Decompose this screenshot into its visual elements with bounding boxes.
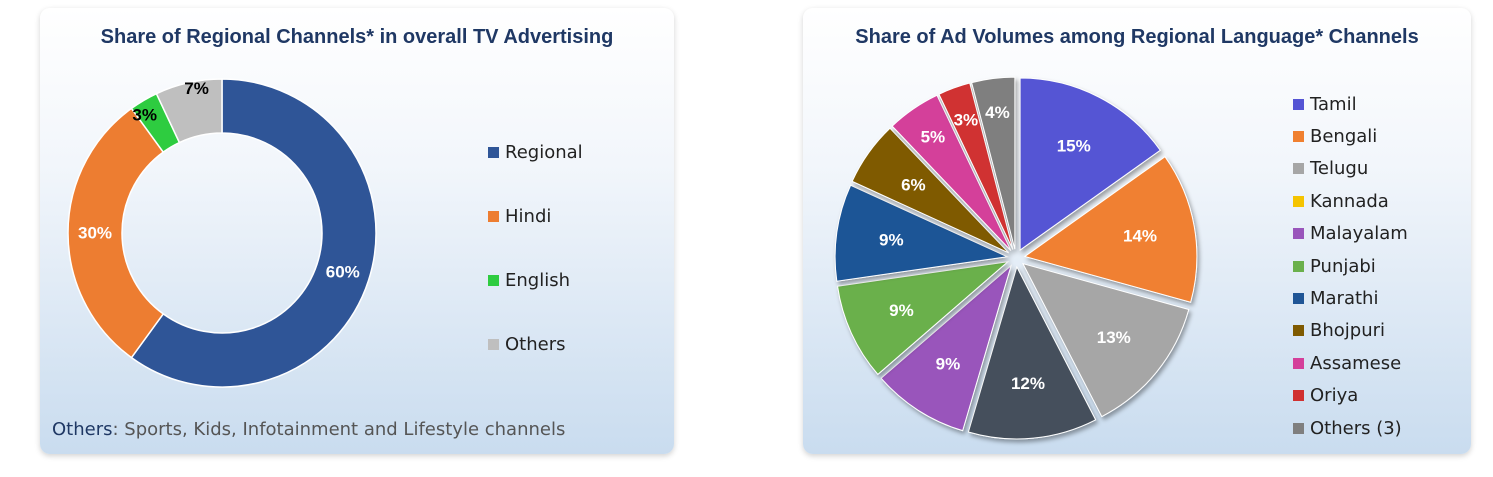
pie-data-label-kannada: 12% (1011, 374, 1045, 393)
legend-item-tamil: Tamil (1293, 88, 1408, 120)
pie-slice-bengali (1023, 155, 1198, 303)
pie-data-label-tamil: 15% (1057, 137, 1091, 156)
legend-label: Others (3) (1310, 417, 1402, 439)
pie-slice-malayalam (880, 264, 1013, 432)
footnote: Others: Sports, Kids, Infotainment and L… (52, 419, 565, 440)
legend-label: Telugu (1310, 158, 1369, 180)
legend-item-hindi: Hindi (488, 184, 583, 248)
donut-slice-hindi (67, 107, 165, 359)
pie-data-label-others-3: 4% (985, 103, 1010, 122)
legend-item-assamese: Assamese (1293, 347, 1408, 379)
donut-slice-regional (130, 78, 377, 388)
footnote-text: : Sports, Kids, Infotainment and Lifesty… (112, 419, 566, 440)
legend-label: Marathi (1310, 288, 1379, 310)
legend-label: English (505, 269, 570, 291)
legend-swatch (1293, 163, 1304, 175)
legend-swatch (1293, 260, 1304, 272)
legend-swatch (488, 338, 499, 350)
pie-slice-bhojpuri (851, 127, 1010, 254)
legend-swatch (1293, 293, 1304, 305)
legend-item-marathi: Marathi (1293, 282, 1408, 314)
legend-swatch (488, 146, 499, 158)
pie-data-label-marathi: 9% (879, 231, 904, 250)
footnote-key: Others (52, 419, 113, 440)
legend-label: Oriya (1310, 385, 1359, 407)
pie-data-label-oriya: 3% (954, 111, 979, 130)
right-chart-panel: Share of Ad Volumes among Regional Langu… (803, 8, 1471, 454)
legend-label: Kannada (1310, 190, 1389, 212)
pie-slice-others-3 (971, 76, 1016, 250)
legend-swatch (1293, 390, 1304, 402)
legend-item-telugu: Telugu (1293, 153, 1408, 185)
legend-swatch (1293, 195, 1304, 207)
left-chart-title: Share of Regional Channels* in overall T… (100, 26, 614, 48)
donut-data-label-english: 3% (132, 106, 157, 125)
legend-swatch (1293, 98, 1304, 110)
donut-chart: 60% 30% 3% 7% (67, 78, 377, 388)
pie-data-label-bengali: 14% (1123, 227, 1157, 246)
pie-data-label-telugu: 13% (1097, 328, 1131, 347)
pie-slice-assamese (891, 94, 1012, 251)
pie-data-label-malayalam: 9% (936, 354, 961, 373)
pie-slice-kannada (967, 265, 1097, 440)
left-chart-panel: Share of Regional Channels* in overall T… (40, 8, 674, 454)
left-chart-legend: Regional Hindi English Others (488, 120, 583, 376)
pie-slice-punjabi (836, 261, 1010, 376)
legend-swatch (1293, 325, 1304, 337)
legend-label: Assamese (1310, 352, 1402, 374)
legend-label: Hindi (505, 205, 552, 227)
pie-data-label-bhojpuri: 6% (901, 175, 926, 194)
legend-label: Regional (505, 141, 583, 163)
legend-label: Bengali (1310, 126, 1378, 148)
pie-slice-tamil (1019, 77, 1161, 251)
legend-item-punjabi: Punjabi (1293, 250, 1408, 282)
legend-item-oriya: Oriya (1293, 380, 1408, 412)
legend-swatch (1293, 422, 1304, 434)
legend-swatch (1293, 228, 1304, 240)
legend-item-bengali: Bengali (1293, 120, 1408, 152)
legend-swatch (488, 274, 499, 286)
pie-slice-telugu (1022, 262, 1190, 418)
legend-item-english: English (488, 248, 583, 312)
legend-label: Bhojpuri (1310, 320, 1386, 342)
legend-label: Others (505, 333, 566, 355)
pie-chart: 15% 14% 13% 12% 9% 9% 9% 6% 5% 3% 4% (834, 76, 1198, 440)
legend-swatch (1293, 131, 1304, 143)
legend-item-regional: Regional (488, 120, 583, 184)
right-chart-legend: Tamil Bengali Telugu Kannada Malayalam Punjab… (1293, 88, 1408, 444)
donut-data-label-hindi: 30% (78, 224, 112, 243)
legend-label: Punjabi (1310, 255, 1376, 277)
pie-data-label-assamese: 5% (921, 128, 946, 147)
pie-slice-oriya (938, 82, 1014, 250)
donut-data-label-others: 7% (184, 79, 209, 98)
legend-swatch (488, 210, 499, 222)
legend-item-others: Others (488, 312, 583, 376)
legend-swatch (1293, 357, 1304, 369)
legend-label: Tamil (1310, 93, 1357, 115)
legend-label: Malayalam (1310, 223, 1408, 245)
legend-item-malayalam: Malayalam (1293, 218, 1408, 250)
donut-data-label-regional: 60% (326, 263, 360, 282)
legend-item-bhojpuri: Bhojpuri (1293, 315, 1408, 347)
donut-slice-others (155, 78, 223, 144)
pie-data-label-punjabi: 9% (889, 301, 914, 320)
pie-slice-marathi (834, 184, 1009, 282)
right-chart-title: Share of Ad Volumes among Regional Langu… (855, 26, 1419, 48)
legend-item-others-3: Others (3) (1293, 412, 1408, 444)
legend-item-kannada: Kannada (1293, 185, 1408, 217)
